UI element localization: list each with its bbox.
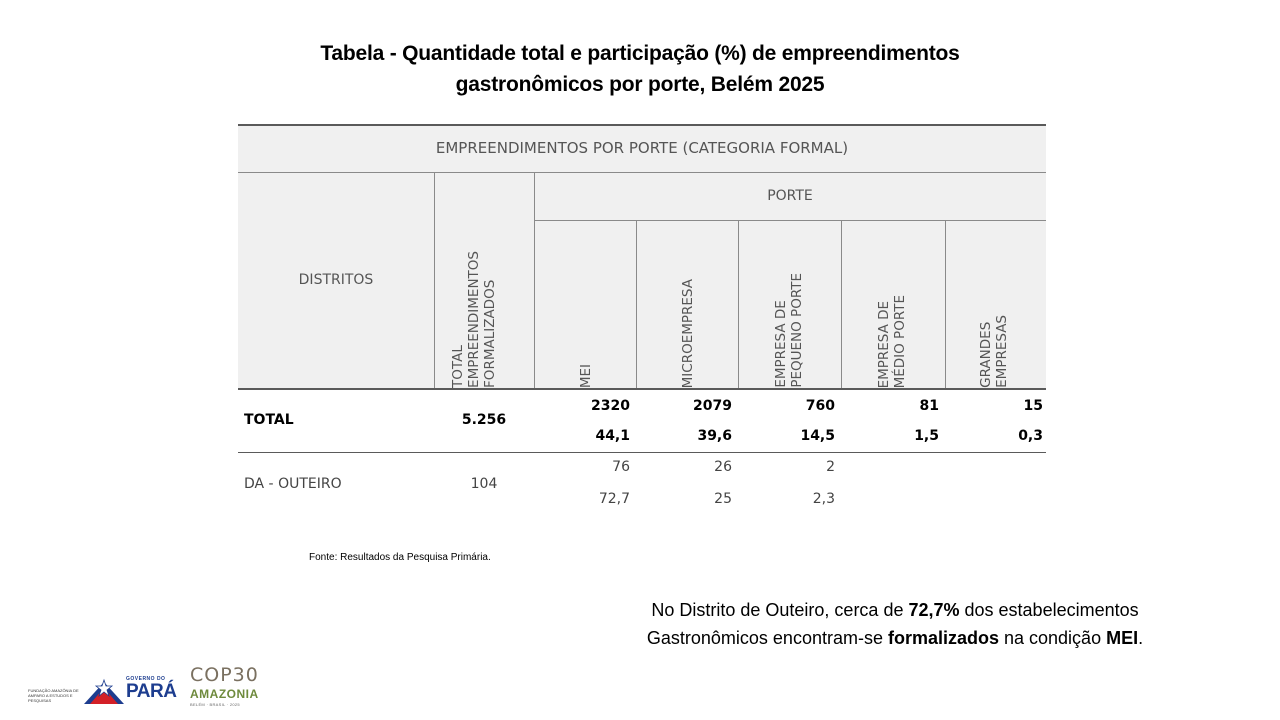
col-divider <box>434 172 435 388</box>
table-caption: EMPREENDIMENTOS POR PORTE (CATEGORIA FOR… <box>435 139 849 157</box>
col-divider <box>841 220 842 388</box>
outeiro-count-mei: 76 <box>612 459 630 475</box>
col-divider <box>945 220 946 388</box>
note-line-1: No Distrito de Outeiro, cerca de 72,7% d… <box>600 596 1190 624</box>
outeiro-percent-mei: 72,7 <box>598 491 630 507</box>
note-highlight-formalizados: formalizados <box>887 628 999 648</box>
grandes-empresas-header: GRANDES EMPRESAS <box>978 315 1010 388</box>
total-count-grandes: 15 <box>1023 398 1043 414</box>
microempresa-header-cell: MICROEMPRESA <box>680 279 696 388</box>
table-top-rule <box>238 124 1046 126</box>
caption-band <box>238 124 1046 172</box>
medio-porte-header-cell: EMPRESA DE MÉDIO PORTE <box>876 295 908 388</box>
outeiro-percent-pequeno: 2,3 <box>812 491 835 507</box>
mei-header-cell: MEI <box>578 364 594 388</box>
total-row-rule <box>238 452 1046 453</box>
source-note: Fonte: Resultados da Pesquisa Primária. <box>309 552 491 563</box>
note-highlight-mei: MEI <box>1106 628 1139 648</box>
total-count-micro: 2079 <box>693 398 732 414</box>
total-count-medio: 81 <box>919 398 939 414</box>
row-outeiro-total: 104 <box>470 476 498 492</box>
distritos-header: DISTRITOS <box>298 272 374 288</box>
summary-note: No Distrito de Outeiro, cerca de 72,7% d… <box>600 596 1190 652</box>
col-divider <box>534 172 535 388</box>
col-divider <box>636 220 637 388</box>
outeiro-count-micro: 26 <box>714 459 732 475</box>
porte-header: PORTE <box>767 188 813 204</box>
pequeno-porte-header: EMPRESA DE PEQUENO PORTE <box>773 273 805 388</box>
fapespa-logo-text: Fundação Amazônia de Amparo a Estudos e … <box>28 688 79 703</box>
outeiro-count-pequeno: 2 <box>826 459 835 475</box>
para-logo-text: PARÁ <box>126 681 177 702</box>
header-bottom-rule <box>238 388 1046 390</box>
note-line-2: Gastronômicos encontram-se formalizados … <box>600 624 1190 652</box>
total-percent-pequeno: 14,5 <box>800 428 835 444</box>
header-band <box>238 172 1046 388</box>
governo-label: GOVERNO DO <box>126 676 166 682</box>
title-line-2: gastronômicos por porte, Belém 2025 <box>455 73 825 96</box>
porte-rule <box>534 220 1046 221</box>
row-name-total: TOTAL <box>244 412 294 428</box>
cop30-subtitle: BELÉM · BRASIL · 2025 <box>190 702 240 707</box>
row-name-outeiro: DA - OUTEIRO <box>244 476 342 492</box>
page-title: Tabela - Quantidade total e participação… <box>240 38 1040 100</box>
total-count-pequeno: 760 <box>805 398 835 414</box>
footer-logos: Fundação Amazônia de Amparo a Estudos e … <box>28 662 278 718</box>
note-text: Gastronômicos encontram-se <box>646 628 888 648</box>
total-count-mei: 2320 <box>591 398 630 414</box>
data-table: EMPREENDIMENTOS POR PORTE (CATEGORIA FOR… <box>238 124 1046 520</box>
mei-header: MEI <box>578 363 594 388</box>
total-percent-medio: 1,5 <box>914 428 939 444</box>
row-total-value: 5.256 <box>461 412 507 428</box>
note-highlight-percent: 72,7% <box>908 600 960 620</box>
grandes-empresas-header-cell: GRANDES EMPRESAS <box>978 315 1010 388</box>
para-flag-star-icon <box>84 678 124 704</box>
total-percent-micro: 39,6 <box>697 428 732 444</box>
medio-porte-header: EMPRESA DE MÉDIO PORTE <box>876 294 908 388</box>
note-text: na condição <box>999 628 1107 648</box>
microempresa-header: MICROEMPRESA <box>680 278 696 388</box>
pequeno-porte-header-cell: EMPRESA DE PEQUENO PORTE <box>773 273 805 388</box>
note-text: No Distrito de Outeiro, cerca de <box>651 600 909 620</box>
note-text: dos estabelecimentos <box>959 600 1139 620</box>
cop30-logo-text: COP30 <box>190 664 259 686</box>
total-percent-mei: 44,1 <box>595 428 630 444</box>
total-percent-grandes: 0,3 <box>1018 428 1043 444</box>
total-header-cell: TOTAL EMPREENDIMENTOS FORMALIZADOS <box>450 251 498 388</box>
note-text: . <box>1138 628 1144 648</box>
total-header: TOTAL EMPREENDIMENTOS FORMALIZADOS <box>450 251 498 388</box>
amazonia-logo-text: AMAZONIA <box>190 687 259 701</box>
col-divider <box>738 220 739 388</box>
title-line-1: Tabela - Quantidade total e participação… <box>320 42 960 65</box>
caption-rule <box>238 172 1046 173</box>
outeiro-percent-micro: 25 <box>714 491 732 507</box>
